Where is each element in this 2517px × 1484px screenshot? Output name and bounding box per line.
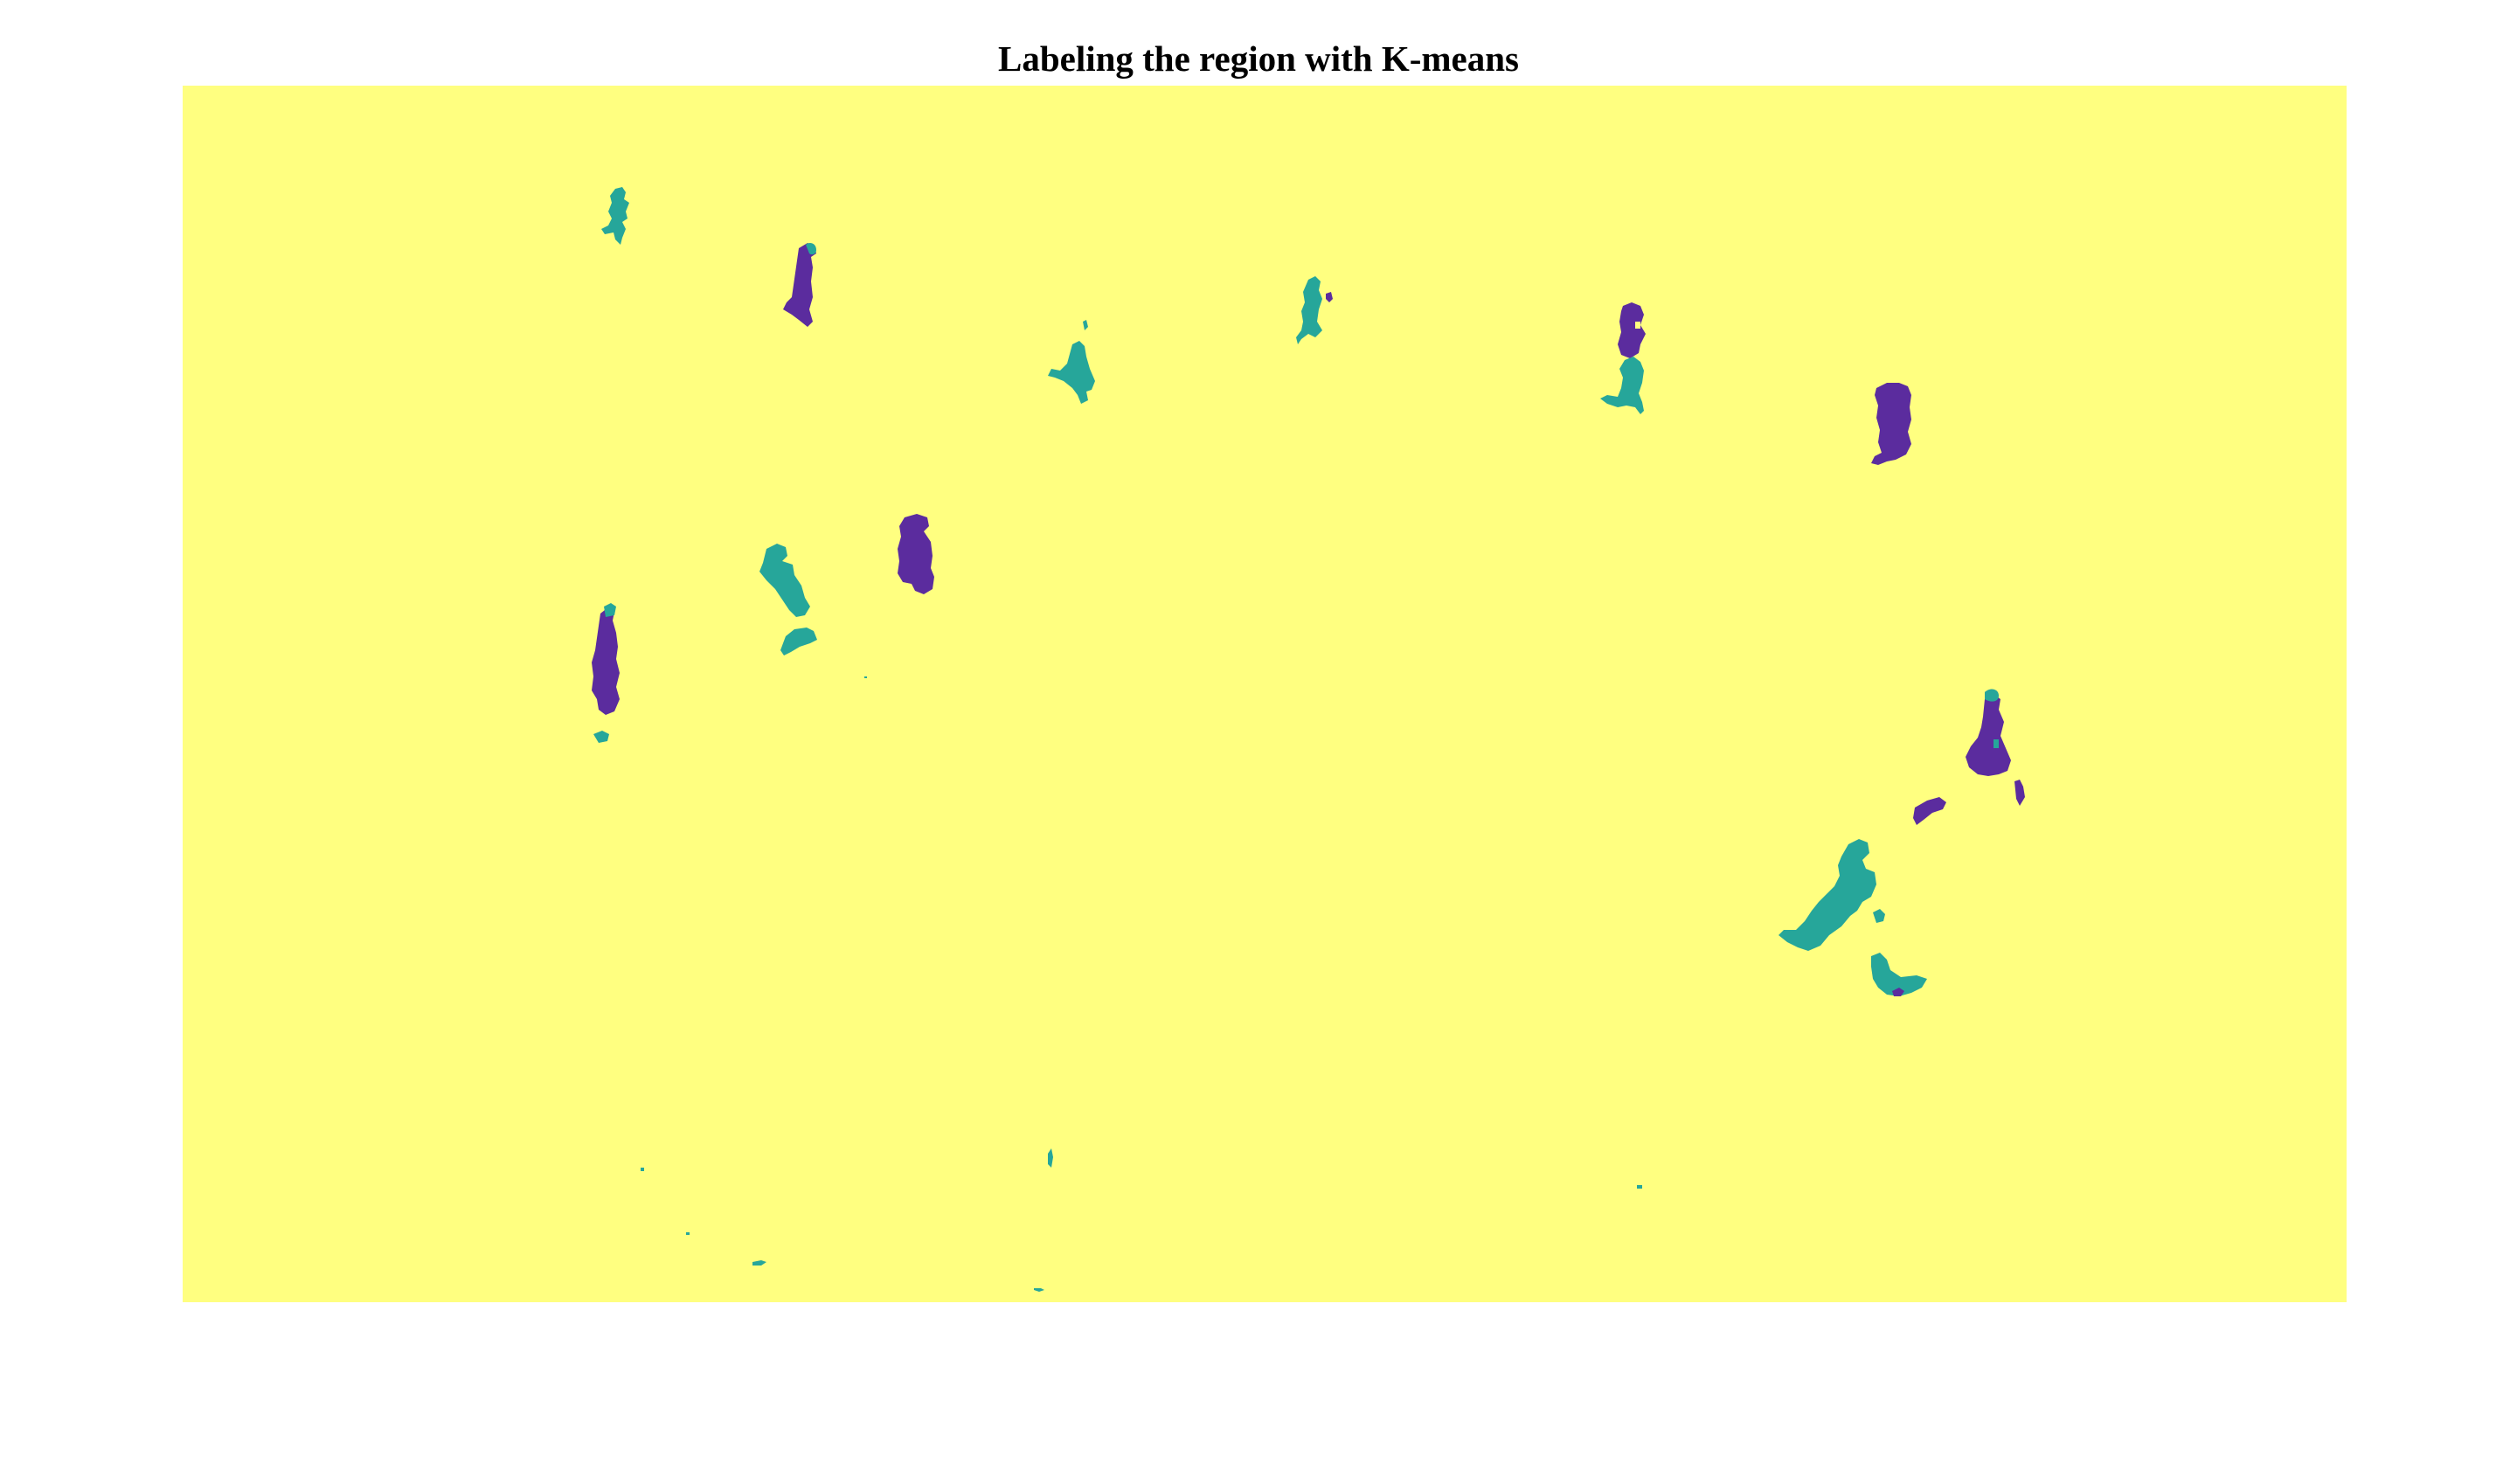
region-blob-7 bbox=[898, 514, 934, 594]
region-blob-10 bbox=[1913, 689, 2025, 825]
region-blob-6 bbox=[1871, 383, 1911, 465]
region-blob-9 bbox=[592, 603, 620, 743]
image-background bbox=[183, 86, 2347, 1302]
region-blob-8 bbox=[759, 544, 817, 655]
region-blob-11 bbox=[1779, 839, 1927, 996]
region-specks bbox=[641, 676, 1642, 1292]
region-blob-5 bbox=[1600, 302, 1646, 414]
label-image bbox=[183, 86, 2347, 1302]
region-blob-2 bbox=[783, 243, 816, 327]
region-blob-1 bbox=[601, 187, 629, 245]
region-blob-4 bbox=[1296, 276, 1333, 344]
region-blob-3 bbox=[1048, 320, 1095, 404]
figure-title: Labeling the region with K-means bbox=[997, 38, 1520, 79]
